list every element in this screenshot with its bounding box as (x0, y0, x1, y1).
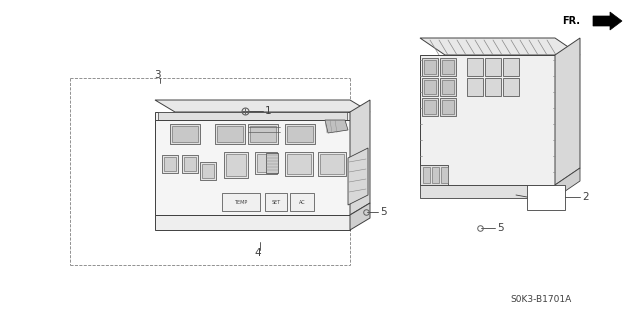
Polygon shape (158, 112, 347, 120)
Polygon shape (224, 152, 248, 178)
Polygon shape (248, 124, 278, 144)
Text: TEMP: TEMP (234, 201, 248, 205)
Polygon shape (202, 164, 214, 178)
Polygon shape (527, 185, 565, 210)
Polygon shape (287, 154, 311, 174)
Polygon shape (257, 154, 275, 172)
Polygon shape (348, 148, 368, 205)
Text: 1: 1 (265, 106, 271, 116)
Polygon shape (320, 154, 344, 174)
Polygon shape (172, 126, 198, 142)
Polygon shape (422, 98, 438, 116)
Polygon shape (184, 157, 196, 171)
Polygon shape (555, 38, 580, 185)
Polygon shape (350, 100, 370, 215)
Polygon shape (182, 155, 198, 173)
Polygon shape (503, 58, 519, 76)
Polygon shape (325, 120, 348, 133)
Polygon shape (226, 154, 246, 176)
Polygon shape (422, 58, 438, 76)
Polygon shape (318, 152, 346, 176)
Polygon shape (155, 120, 350, 215)
Polygon shape (420, 165, 448, 185)
Polygon shape (422, 78, 438, 96)
Polygon shape (467, 58, 483, 76)
Polygon shape (265, 193, 287, 211)
Text: SET: SET (271, 201, 280, 205)
Polygon shape (440, 58, 456, 76)
Polygon shape (423, 167, 430, 183)
Polygon shape (162, 155, 178, 173)
Polygon shape (164, 157, 176, 171)
Polygon shape (255, 152, 277, 174)
Polygon shape (503, 78, 519, 96)
Polygon shape (420, 55, 555, 185)
Polygon shape (350, 203, 370, 230)
Polygon shape (424, 60, 436, 74)
Polygon shape (290, 193, 314, 211)
Text: 5: 5 (380, 207, 387, 217)
Polygon shape (222, 193, 260, 211)
Polygon shape (217, 126, 243, 142)
Text: FR.: FR. (562, 16, 580, 26)
Polygon shape (215, 124, 245, 144)
Polygon shape (420, 185, 555, 198)
Polygon shape (593, 12, 622, 30)
Polygon shape (424, 100, 436, 114)
Polygon shape (420, 38, 580, 55)
Polygon shape (432, 167, 439, 183)
Text: S0K3-B1701A: S0K3-B1701A (510, 294, 572, 303)
Polygon shape (485, 78, 501, 96)
Polygon shape (442, 100, 454, 114)
Text: 4: 4 (255, 248, 261, 258)
Polygon shape (467, 78, 483, 96)
Polygon shape (555, 168, 580, 198)
Text: AC: AC (299, 201, 305, 205)
Text: 2: 2 (582, 192, 589, 202)
Polygon shape (170, 124, 200, 144)
Polygon shape (440, 78, 456, 96)
Polygon shape (250, 126, 276, 142)
Polygon shape (200, 162, 216, 180)
Polygon shape (155, 112, 350, 148)
Polygon shape (485, 58, 501, 76)
Polygon shape (441, 167, 448, 183)
Polygon shape (155, 100, 370, 112)
Text: 5: 5 (497, 223, 504, 233)
Polygon shape (285, 124, 315, 144)
Polygon shape (440, 98, 456, 116)
Polygon shape (424, 80, 436, 94)
Polygon shape (285, 152, 313, 176)
Polygon shape (266, 153, 278, 173)
Polygon shape (442, 60, 454, 74)
Polygon shape (442, 80, 454, 94)
Polygon shape (155, 215, 350, 230)
Text: 3: 3 (154, 70, 160, 80)
Polygon shape (287, 126, 313, 142)
